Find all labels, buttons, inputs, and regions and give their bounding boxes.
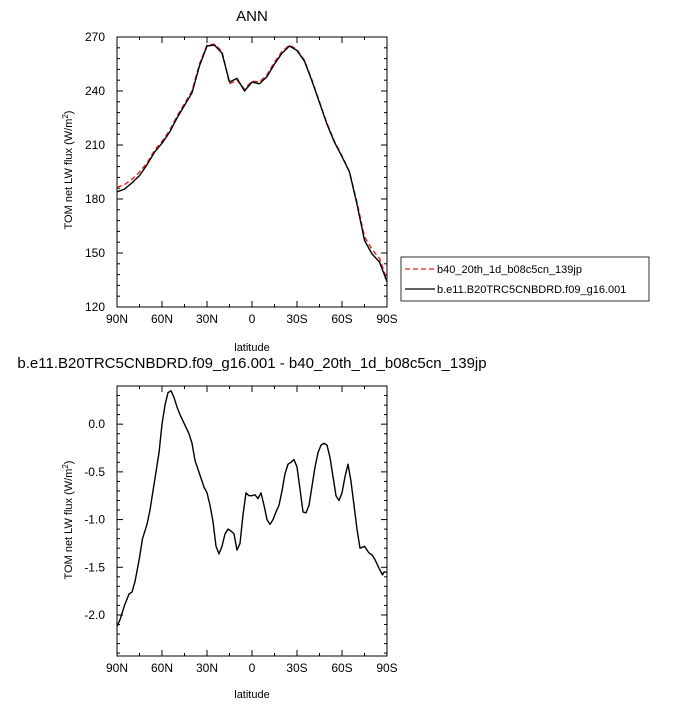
bottom-y-axis-label-close: ) <box>63 461 75 465</box>
bottom-y-tick-label: -2.0 <box>84 608 105 622</box>
top-y-axis-label-main: TOM net LW flux (W/m <box>63 119 75 230</box>
bottom-plot-area: 90N 60N 30N 0 30S 60S 90S -2.0 -1.5 -1.0 -0.5 0.0 <box>84 385 398 675</box>
legend: b40_20th_1d_b08c5cn_139jp b.e11.B20TRC5C… <box>400 256 650 302</box>
top-y-tick-label: 270 <box>85 30 105 44</box>
top-y-axis-label-superscript: 2 <box>61 114 70 119</box>
bottom-x-tick-label: 60N <box>151 661 173 675</box>
bottom-y-tick-label: -1.0 <box>84 513 105 527</box>
top-y-axis-label-close: ) <box>63 111 75 115</box>
bottom-y-axis-label-superscript: 2 <box>61 464 70 469</box>
bottom-y-tick-label: -0.5 <box>84 465 105 479</box>
top-y-tick-label: 120 <box>85 300 105 314</box>
top-x-tick-label: 90S <box>376 312 397 326</box>
legend-label-series-1: b40_20th_1d_b08c5cn_139jp <box>437 264 582 276</box>
bottom-panel-title: b.e11.B20TRC5CNBDRD.f09_g16.001 - b40_20… <box>17 355 486 372</box>
bottom-y-axis-label-main: TOM net LW flux (W/m <box>63 469 75 580</box>
bottom-x-tick-label: 60S <box>331 661 352 675</box>
bottom-x-tick-label: 30N <box>196 661 218 675</box>
top-x-tick-label: 90N <box>106 312 128 326</box>
top-y-tick-label: 210 <box>85 138 105 152</box>
top-plot-area: 90N 60N 30N 0 30S 60S 90S 120 150 180 210 240 270 <box>85 30 398 326</box>
top-x-tick-label: 60S <box>331 312 352 326</box>
legend-label-series-2: b.e11.B20TRC5CNBDRD.f09_g16.001 <box>437 284 626 296</box>
bottom-x-tick-label: 90N <box>106 661 128 675</box>
top-series-line-1 <box>116 43 388 281</box>
top-x-tick-label: 60N <box>151 312 173 326</box>
top-y-axis-label: TOM net LW flux (W/m2) <box>61 111 75 230</box>
top-series-line-2 <box>116 44 388 283</box>
bottom-plot-frame <box>116 385 388 657</box>
bottom-x-tick-label: 30S <box>286 661 307 675</box>
bottom-x-tick-label: 0 <box>249 661 256 675</box>
bottom-y-tick-label: 0.0 <box>88 417 105 431</box>
top-x-tick-label: 30S <box>286 312 307 326</box>
top-panel-title: ANN <box>236 8 268 25</box>
bottom-x-axis-label: latitude <box>234 689 269 701</box>
top-x-tick-label: 30N <box>196 312 218 326</box>
top-y-tick-label: 240 <box>85 84 105 98</box>
top-x-tick-label: 0 <box>249 312 256 326</box>
top-x-axis-label: latitude <box>234 342 269 354</box>
top-plot-frame <box>116 36 388 308</box>
bottom-x-tick-label: 90S <box>376 661 397 675</box>
top-y-tick-label: 180 <box>85 192 105 206</box>
bottom-y-tick-label: -1.5 <box>84 560 105 574</box>
top-panel: ANN 90N 60N 30N 0 30S 60S 90S 120 150 180 210 240 27… <box>61 8 398 354</box>
bottom-series-line-1 <box>116 390 387 627</box>
legend-box <box>400 256 650 302</box>
bottom-panel: b.e11.B20TRC5CNBDRD.f09_g16.001 - b40_20… <box>17 355 486 701</box>
bottom-y-axis-label: TOM net LW flux (W/m2) <box>61 461 75 580</box>
top-y-tick-label: 150 <box>85 246 105 260</box>
